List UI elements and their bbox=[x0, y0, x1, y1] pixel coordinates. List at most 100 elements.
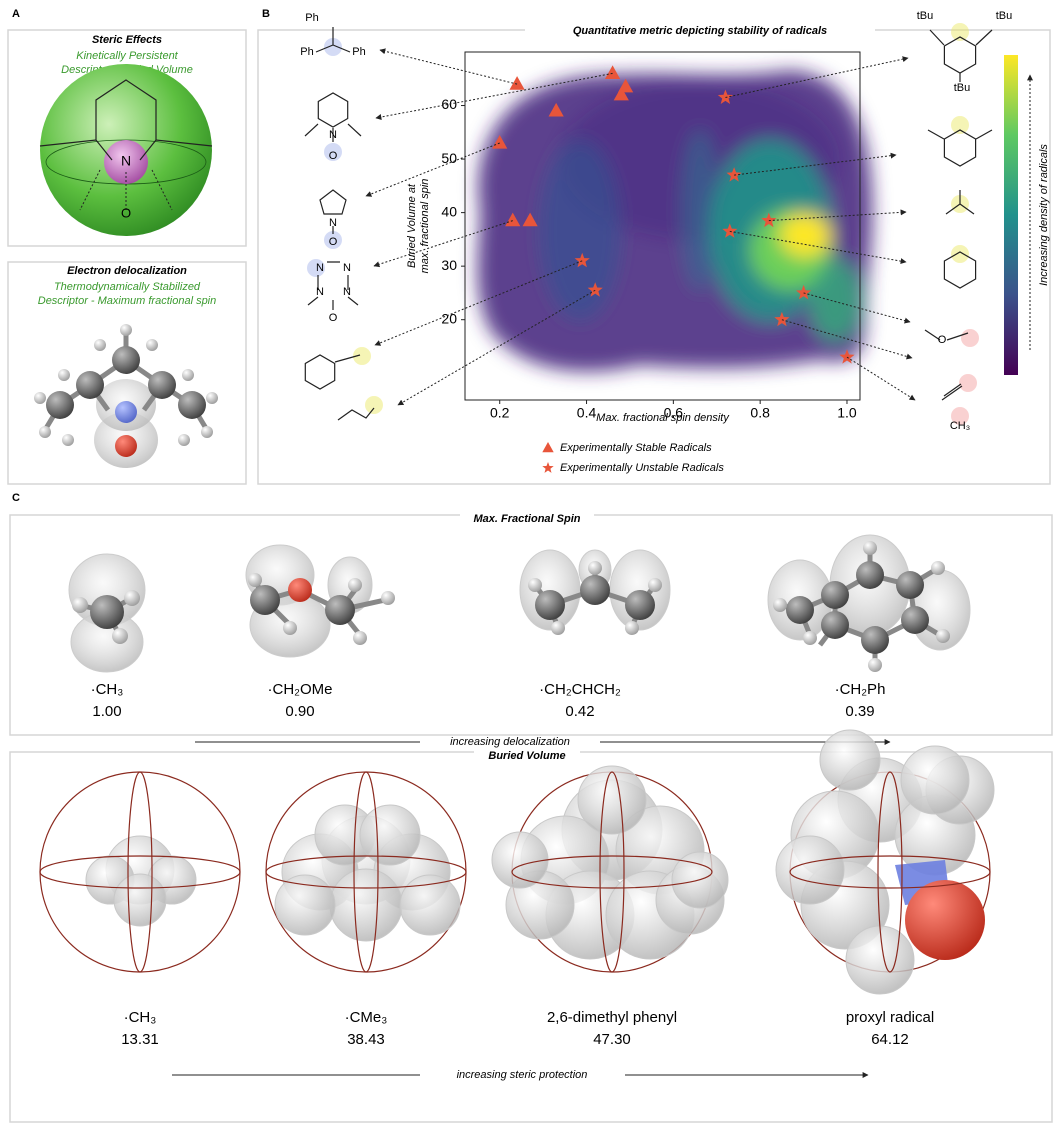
structure-label: tBu bbox=[996, 10, 1013, 22]
y-axis-label: max. fractional spin bbox=[419, 179, 431, 274]
structure-label: N bbox=[316, 262, 324, 274]
atom bbox=[856, 561, 884, 589]
structure-label: O bbox=[329, 312, 338, 324]
bond bbox=[334, 354, 361, 363]
bond bbox=[941, 383, 963, 401]
bond bbox=[317, 92, 349, 128]
vdw-sphere bbox=[775, 835, 845, 905]
data-point bbox=[613, 86, 629, 101]
data-point bbox=[587, 282, 603, 297]
y-tick-label: 40 bbox=[441, 203, 457, 219]
structure-label: Ph bbox=[300, 46, 313, 58]
pointer-arrow bbox=[729, 230, 907, 265]
vdw-sphere bbox=[113, 873, 167, 927]
structure-label: Ph bbox=[305, 12, 318, 24]
atom bbox=[115, 401, 137, 423]
species-value: 38.43 bbox=[347, 1031, 385, 1048]
legend-marker bbox=[542, 442, 554, 453]
atom bbox=[39, 426, 51, 438]
data-point bbox=[722, 223, 738, 238]
atom bbox=[773, 598, 787, 612]
species-value: 0.39 bbox=[845, 703, 874, 720]
bond bbox=[319, 189, 347, 234]
chart-title: Quantitative metric depicting stability … bbox=[573, 25, 827, 37]
bond bbox=[945, 190, 975, 215]
atom bbox=[325, 595, 355, 625]
structure-label: N bbox=[329, 129, 337, 141]
atom bbox=[124, 590, 140, 606]
pointer-arrow bbox=[846, 356, 916, 401]
atom bbox=[381, 591, 395, 605]
nitrogen-sphere bbox=[104, 140, 148, 184]
wire-meridian bbox=[127, 771, 153, 973]
data-point bbox=[839, 349, 855, 364]
atom bbox=[551, 621, 565, 635]
pointer-arrow bbox=[375, 72, 613, 120]
species-name: ·CH₂Ph bbox=[835, 681, 886, 698]
y-axis-label: Buried Volume at bbox=[406, 183, 418, 268]
atom bbox=[625, 590, 655, 620]
spin-highlight bbox=[951, 245, 969, 263]
panel-box bbox=[7, 261, 247, 485]
arrow-label: increasing delocalization bbox=[450, 736, 570, 748]
spin-highlight bbox=[951, 116, 969, 134]
molecule-skeleton bbox=[39, 79, 213, 161]
atom bbox=[34, 392, 46, 404]
bond bbox=[307, 261, 359, 310]
bond bbox=[924, 329, 969, 341]
spin-highlight bbox=[951, 407, 969, 425]
atom bbox=[178, 391, 206, 419]
bond bbox=[943, 251, 977, 289]
section-title: Max. Fractional Spin bbox=[474, 513, 581, 525]
scatter-plot: 0.2 0.4 0.6 0.8 1.0 20 30 40 50 60 Max. fractional… bbox=[406, 65, 857, 474]
bond bbox=[943, 129, 977, 167]
spin-highlight bbox=[961, 329, 979, 347]
atom bbox=[648, 578, 662, 592]
wire-meridian bbox=[599, 771, 625, 973]
structure-label: tBu bbox=[954, 82, 971, 94]
atom bbox=[206, 392, 218, 404]
pointer-arrow bbox=[379, 48, 518, 85]
atom bbox=[182, 369, 194, 381]
atom bbox=[821, 611, 849, 639]
colorbar bbox=[1004, 55, 1018, 375]
x-tick-label: 0.8 bbox=[750, 405, 770, 421]
title-bg bbox=[525, 23, 875, 37]
atom bbox=[821, 581, 849, 609]
atom bbox=[580, 575, 610, 605]
atom bbox=[283, 621, 297, 635]
panel-box bbox=[7, 29, 247, 247]
pointer-arrow bbox=[734, 152, 897, 176]
bond bbox=[337, 407, 375, 421]
atom bbox=[90, 595, 124, 629]
wire-meridian bbox=[877, 771, 903, 973]
data-point bbox=[492, 135, 508, 149]
vdw-sphere bbox=[274, 874, 336, 936]
wire-meridian bbox=[353, 771, 379, 973]
structure-label: tBu bbox=[917, 10, 934, 22]
structure-label: O bbox=[938, 334, 947, 346]
species-name: ·CH₃ bbox=[124, 1009, 157, 1026]
arrow-label: increasing steric protection bbox=[457, 1069, 588, 1081]
species-name: ·CH₂CHCH₂ bbox=[539, 681, 621, 698]
data-point bbox=[717, 89, 733, 104]
panel-label: A bbox=[12, 8, 20, 20]
y-tick-label: 60 bbox=[441, 96, 457, 112]
species-name: 2,6-dimethyl phenyl bbox=[547, 1009, 677, 1026]
atom bbox=[201, 426, 213, 438]
vdw-sphere bbox=[845, 925, 915, 995]
atom-label: O bbox=[121, 205, 131, 220]
atom-label: N bbox=[121, 153, 131, 169]
wire-equator bbox=[265, 855, 467, 889]
panel-label: B bbox=[262, 8, 270, 20]
atom bbox=[62, 434, 74, 446]
vdw-sphere bbox=[329, 868, 403, 942]
y-tick-label: 50 bbox=[441, 150, 457, 166]
species-name: ·CH₃ bbox=[91, 681, 124, 698]
vdw-sphere bbox=[819, 729, 881, 791]
atom bbox=[120, 324, 132, 336]
bond bbox=[304, 354, 336, 390]
atom bbox=[288, 578, 312, 602]
